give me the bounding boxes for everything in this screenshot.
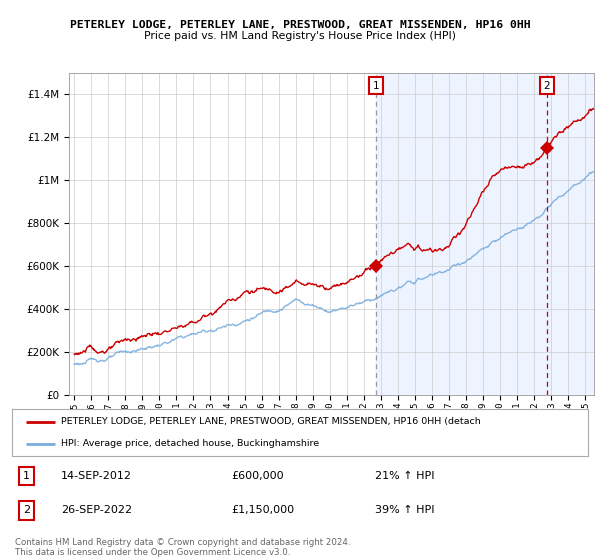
Text: 26-SEP-2022: 26-SEP-2022 [61,505,132,515]
Text: 1: 1 [23,471,30,481]
Text: HPI: Average price, detached house, Buckinghamshire: HPI: Average price, detached house, Buck… [61,439,319,448]
Text: 14-SEP-2012: 14-SEP-2012 [61,471,132,481]
Text: Contains HM Land Registry data © Crown copyright and database right 2024.
This d: Contains HM Land Registry data © Crown c… [15,538,350,557]
Text: PETERLEY LODGE, PETERLEY LANE, PRESTWOOD, GREAT MISSENDEN, HP16 0HH (detach: PETERLEY LODGE, PETERLEY LANE, PRESTWOOD… [61,417,481,426]
Text: £1,150,000: £1,150,000 [231,505,294,515]
Bar [376,73,600,395]
Text: Price paid vs. HM Land Registry's House Price Index (HPI): Price paid vs. HM Land Registry's House … [144,31,456,41]
Text: 21% ↑ HPI: 21% ↑ HPI [375,471,434,481]
Text: 2: 2 [23,505,30,515]
Text: 39% ↑ HPI: 39% ↑ HPI [375,505,434,515]
Text: 2: 2 [544,81,550,91]
Text: PETERLEY LODGE, PETERLEY LANE, PRESTWOOD, GREAT MISSENDEN, HP16 0HH: PETERLEY LODGE, PETERLEY LANE, PRESTWOOD… [70,20,530,30]
Text: £600,000: £600,000 [231,471,284,481]
Text: 1: 1 [373,81,379,91]
